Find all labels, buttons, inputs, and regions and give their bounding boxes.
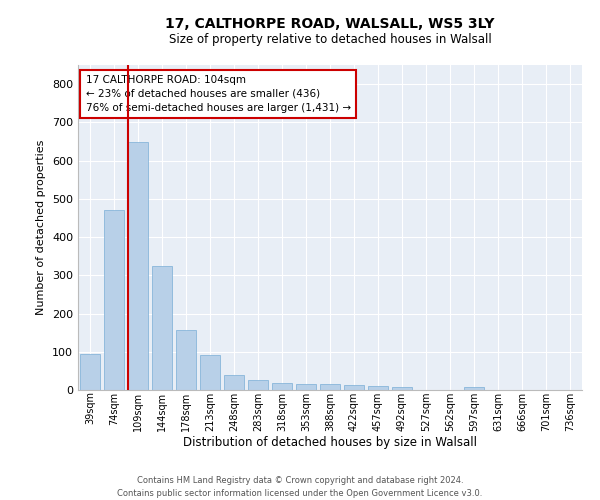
Bar	[80, 354, 100, 390]
Bar	[320, 384, 340, 390]
Bar	[248, 380, 268, 390]
Bar	[296, 384, 316, 390]
Text: Size of property relative to detached houses in Walsall: Size of property relative to detached ho…	[169, 32, 491, 46]
Bar	[272, 383, 292, 390]
Bar	[128, 142, 148, 390]
Bar	[344, 386, 364, 390]
Bar	[392, 387, 412, 390]
X-axis label: Distribution of detached houses by size in Walsall: Distribution of detached houses by size …	[183, 436, 477, 450]
Bar	[104, 210, 124, 390]
Bar	[152, 266, 172, 390]
Bar	[368, 386, 388, 390]
Y-axis label: Number of detached properties: Number of detached properties	[37, 140, 46, 315]
Text: 17 CALTHORPE ROAD: 104sqm
← 23% of detached houses are smaller (436)
76% of semi: 17 CALTHORPE ROAD: 104sqm ← 23% of detac…	[86, 74, 350, 113]
Bar	[224, 374, 244, 390]
Bar	[176, 330, 196, 390]
Text: Contains HM Land Registry data © Crown copyright and database right 2024.
Contai: Contains HM Land Registry data © Crown c…	[118, 476, 482, 498]
Bar	[200, 355, 220, 390]
Bar	[464, 387, 484, 390]
Text: 17, CALTHORPE ROAD, WALSALL, WS5 3LY: 17, CALTHORPE ROAD, WALSALL, WS5 3LY	[165, 18, 495, 32]
